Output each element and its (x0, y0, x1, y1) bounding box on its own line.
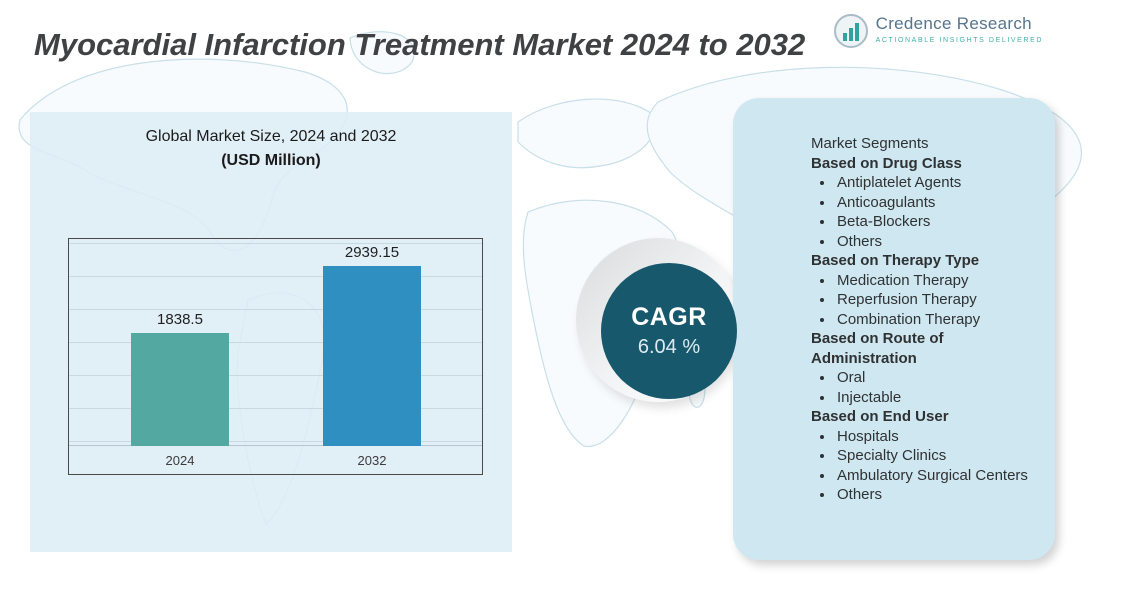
segment-heading-end-user: Based on End User (811, 408, 949, 425)
segment-item: Ambulatory Surgical Centers (835, 466, 1037, 486)
segment-item: Medication Therapy (835, 271, 1037, 291)
segment-item: Specialty Clinics (835, 446, 1037, 466)
segment-item: Oral (835, 368, 1037, 388)
chart-baseline (69, 445, 482, 446)
bar-group-2032: 2939.15 (323, 244, 421, 446)
bar-2032 (323, 266, 421, 446)
logo-text: Credence Research Actionable Insights De… (876, 14, 1043, 44)
segment-list-drug-class: Antiplatelet Agents Anticoagulants Beta-… (811, 173, 1037, 251)
map-greenland (349, 31, 415, 75)
segment-item: Injectable (835, 388, 1037, 408)
segment-item: Antiplatelet Agents (835, 173, 1037, 193)
segment-item: Reperfusion Therapy (835, 290, 1037, 310)
bar-value-2032: 2939.15 (344, 244, 400, 261)
bar-chart: 1838.5 2939.15 2024 2032 (68, 238, 483, 475)
chart-title: Global Market Size, 2024 and 2032 (145, 128, 397, 145)
cagr-value: 6.04 % (637, 336, 701, 358)
chart-subtitle: (USD Million) (221, 152, 321, 169)
segment-list-therapy-type: Medication Therapy Reperfusion Therapy C… (811, 271, 1037, 330)
logo-tagline: Actionable Insights Delivered (875, 37, 1043, 44)
segment-item: Others (835, 485, 1037, 505)
segment-heading-therapy-type: Based on Therapy Type (811, 252, 980, 269)
segment-list-route-of-administration: Oral Injectable (811, 368, 1037, 407)
page-title: Myocardial Infarction Treatment Market 2… (34, 26, 806, 62)
segment-item: Hospitals (835, 427, 1037, 447)
segment-item: Combination Therapy (835, 310, 1037, 330)
cagr-label: CAGR (631, 303, 707, 331)
axis-label-2024: 2024 (165, 453, 195, 468)
segment-heading-route-of-administration: Based on Route of Administration (811, 330, 944, 367)
map-europe (517, 98, 655, 169)
market-size-panel: Global Market Size, 2024 and 2032 (USD M… (30, 112, 512, 552)
axis-label-2032: 2032 (357, 453, 387, 468)
bar-value-2024: 1838.5 (157, 311, 203, 328)
segment-item: Anticoagulants (835, 193, 1037, 213)
bar-2024 (131, 333, 229, 446)
market-segments-panel: Market Segments Based on Drug Class Anti… (733, 98, 1055, 560)
segment-item: Others (835, 232, 1037, 252)
chart-title-block: Global Market Size, 2024 and 2032 (USD M… (30, 112, 512, 170)
logo-name: Credence Research (875, 14, 1032, 33)
credence-logo-icon (833, 14, 868, 48)
segment-item: Beta-Blockers (835, 212, 1037, 232)
cagr-circle: CAGR 6.04 % (601, 263, 737, 399)
market-segments-title: Market Segments (811, 135, 929, 152)
segment-heading-drug-class: Based on Drug Class (811, 154, 962, 172)
bar-group-2024: 1838.5 (131, 311, 229, 446)
segment-list-end-user: Hospitals Specialty Clinics Ambulatory S… (811, 427, 1037, 505)
credence-research-logo: Credence Research Actionable Insights De… (833, 14, 1043, 48)
